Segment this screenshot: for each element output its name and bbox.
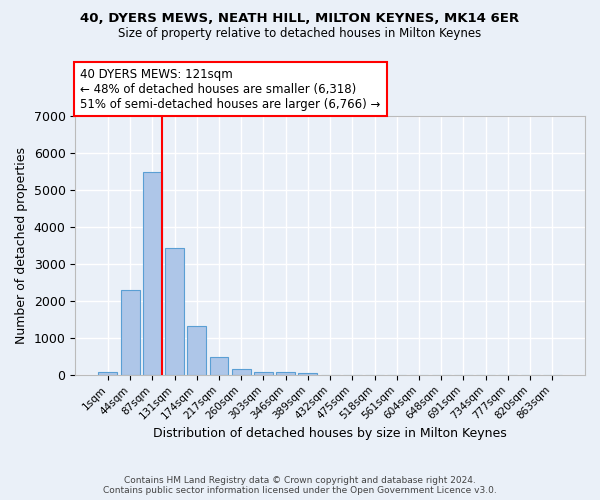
Text: 40 DYERS MEWS: 121sqm
← 48% of detached houses are smaller (6,318)
51% of semi-d: 40 DYERS MEWS: 121sqm ← 48% of detached …	[80, 68, 381, 110]
Bar	[276, 372, 295, 375]
Y-axis label: Number of detached properties: Number of detached properties	[15, 147, 28, 344]
Bar	[187, 326, 206, 375]
Bar	[254, 372, 273, 375]
Bar	[121, 290, 140, 375]
Text: 40, DYERS MEWS, NEATH HILL, MILTON KEYNES, MK14 6ER: 40, DYERS MEWS, NEATH HILL, MILTON KEYNE…	[80, 12, 520, 26]
Bar	[143, 172, 162, 375]
Text: Contains HM Land Registry data © Crown copyright and database right 2024.
Contai: Contains HM Land Registry data © Crown c…	[103, 476, 497, 495]
Bar	[165, 248, 184, 375]
Bar	[209, 358, 229, 375]
Bar	[98, 372, 118, 375]
Bar	[232, 369, 251, 375]
Bar	[298, 374, 317, 375]
X-axis label: Distribution of detached houses by size in Milton Keynes: Distribution of detached houses by size …	[153, 427, 507, 440]
Text: Size of property relative to detached houses in Milton Keynes: Size of property relative to detached ho…	[118, 28, 482, 40]
